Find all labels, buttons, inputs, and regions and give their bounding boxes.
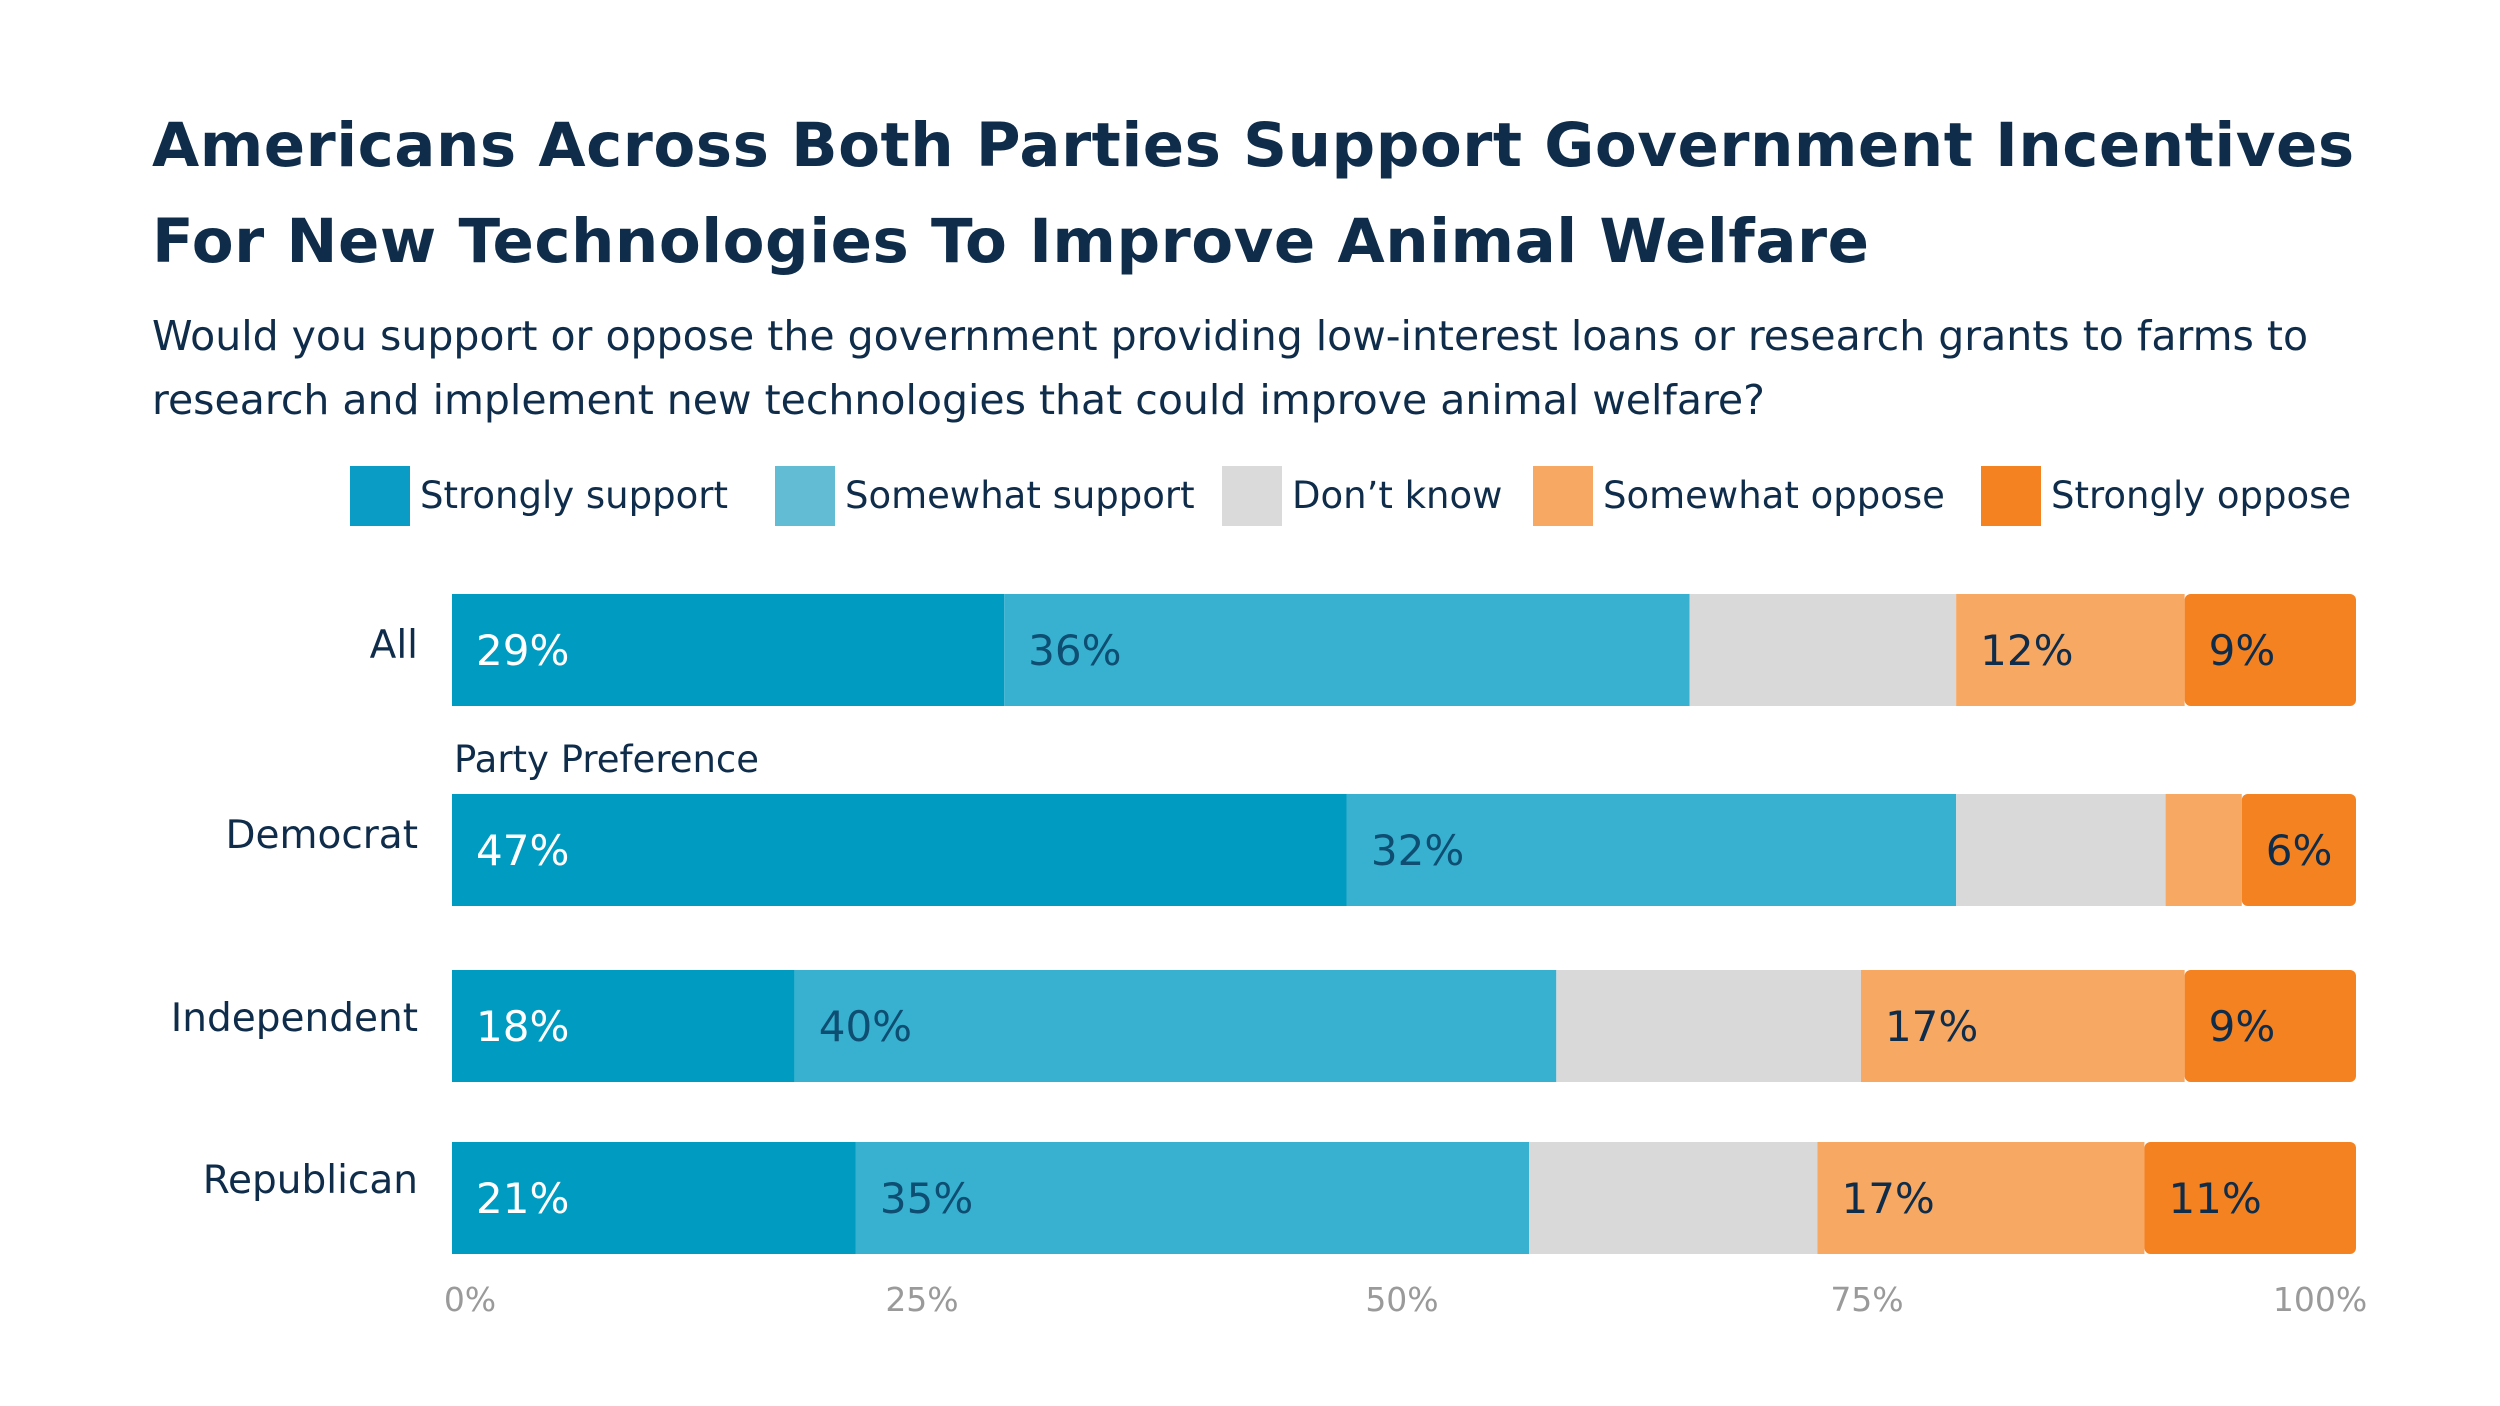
bar-segment	[1956, 594, 2185, 706]
data-label: 29%	[476, 626, 569, 675]
data-label: 17%	[1841, 1174, 1934, 1223]
bar-segment	[1004, 594, 1690, 706]
bar-segment	[1346, 794, 1957, 906]
bar-row-democrat: 47% 32% 6%	[452, 794, 2356, 906]
category-label: Republican	[203, 1158, 418, 1203]
bar-row-all: 29% 36% 12% 9%	[452, 594, 2356, 706]
bar-segment	[2184, 970, 2356, 1082]
category-label: Democrat	[225, 813, 418, 858]
legend-label: Somewhat oppose	[1603, 474, 1945, 517]
bar-segment	[452, 1142, 856, 1254]
data-label: 40%	[819, 1002, 912, 1051]
category-label: All	[370, 623, 418, 668]
data-label: 9%	[2209, 626, 2276, 675]
bar-segment	[452, 970, 795, 1082]
legend-swatch	[1533, 466, 1593, 526]
legend-label: Strongly support	[420, 474, 728, 517]
x-tick-label: 0%	[444, 1280, 496, 1319]
category-label: Independent	[171, 996, 418, 1041]
data-label: 6%	[2266, 826, 2333, 875]
data-label: 9%	[2209, 1002, 2276, 1051]
bar-segment	[1529, 1142, 1818, 1254]
x-tick-label: 75%	[1830, 1280, 1903, 1319]
bar-segment	[2165, 794, 2242, 906]
bar-segment	[1860, 970, 2185, 1082]
x-tick-label: 25%	[885, 1280, 958, 1319]
bar-row-independent: 18% 40% 17% 9%	[452, 970, 2356, 1082]
data-label: 35%	[880, 1174, 973, 1223]
legend-swatch	[350, 466, 410, 526]
data-label: 36%	[1028, 626, 1121, 675]
x-tick-label: 50%	[1365, 1280, 1438, 1319]
legend-swatch	[775, 466, 835, 526]
legend-swatch	[1981, 466, 2041, 526]
bar-segment	[452, 594, 1005, 706]
bar-segment	[452, 794, 1347, 906]
data-label: 47%	[476, 826, 569, 875]
bar-segment	[2241, 794, 2356, 906]
group-label: Party Preference	[454, 738, 759, 781]
data-label: 17%	[1885, 1002, 1978, 1051]
bar-segment	[794, 970, 1557, 1082]
bar-segment	[855, 1142, 1530, 1254]
data-label: 12%	[1980, 626, 2073, 675]
data-label: 18%	[476, 1002, 569, 1051]
x-tick-label: 100%	[2273, 1280, 2367, 1319]
data-label: 32%	[1371, 826, 1464, 875]
bar-segment	[1556, 970, 1861, 1082]
chart-subtitle: Would you support or oppose the governme…	[152, 312, 2309, 424]
bar-row-republican: 21% 35% 17% 11%	[452, 1142, 2356, 1254]
bar-segment	[1689, 594, 1957, 706]
legend-label: Don’t know	[1292, 474, 1503, 517]
data-label: 11%	[2168, 1174, 2261, 1223]
legend-label: Strongly oppose	[2051, 474, 2352, 517]
data-label: 21%	[476, 1174, 569, 1223]
bar-segment	[1817, 1142, 2145, 1254]
bar-segment	[1956, 794, 2166, 906]
bar-segment	[2144, 1142, 2356, 1254]
chart-title: Americans Across Both Parties Support Go…	[152, 110, 2355, 277]
bar-segment	[2184, 594, 2356, 706]
legend-swatch	[1222, 466, 1282, 526]
legend-label: Somewhat support	[845, 474, 1195, 517]
